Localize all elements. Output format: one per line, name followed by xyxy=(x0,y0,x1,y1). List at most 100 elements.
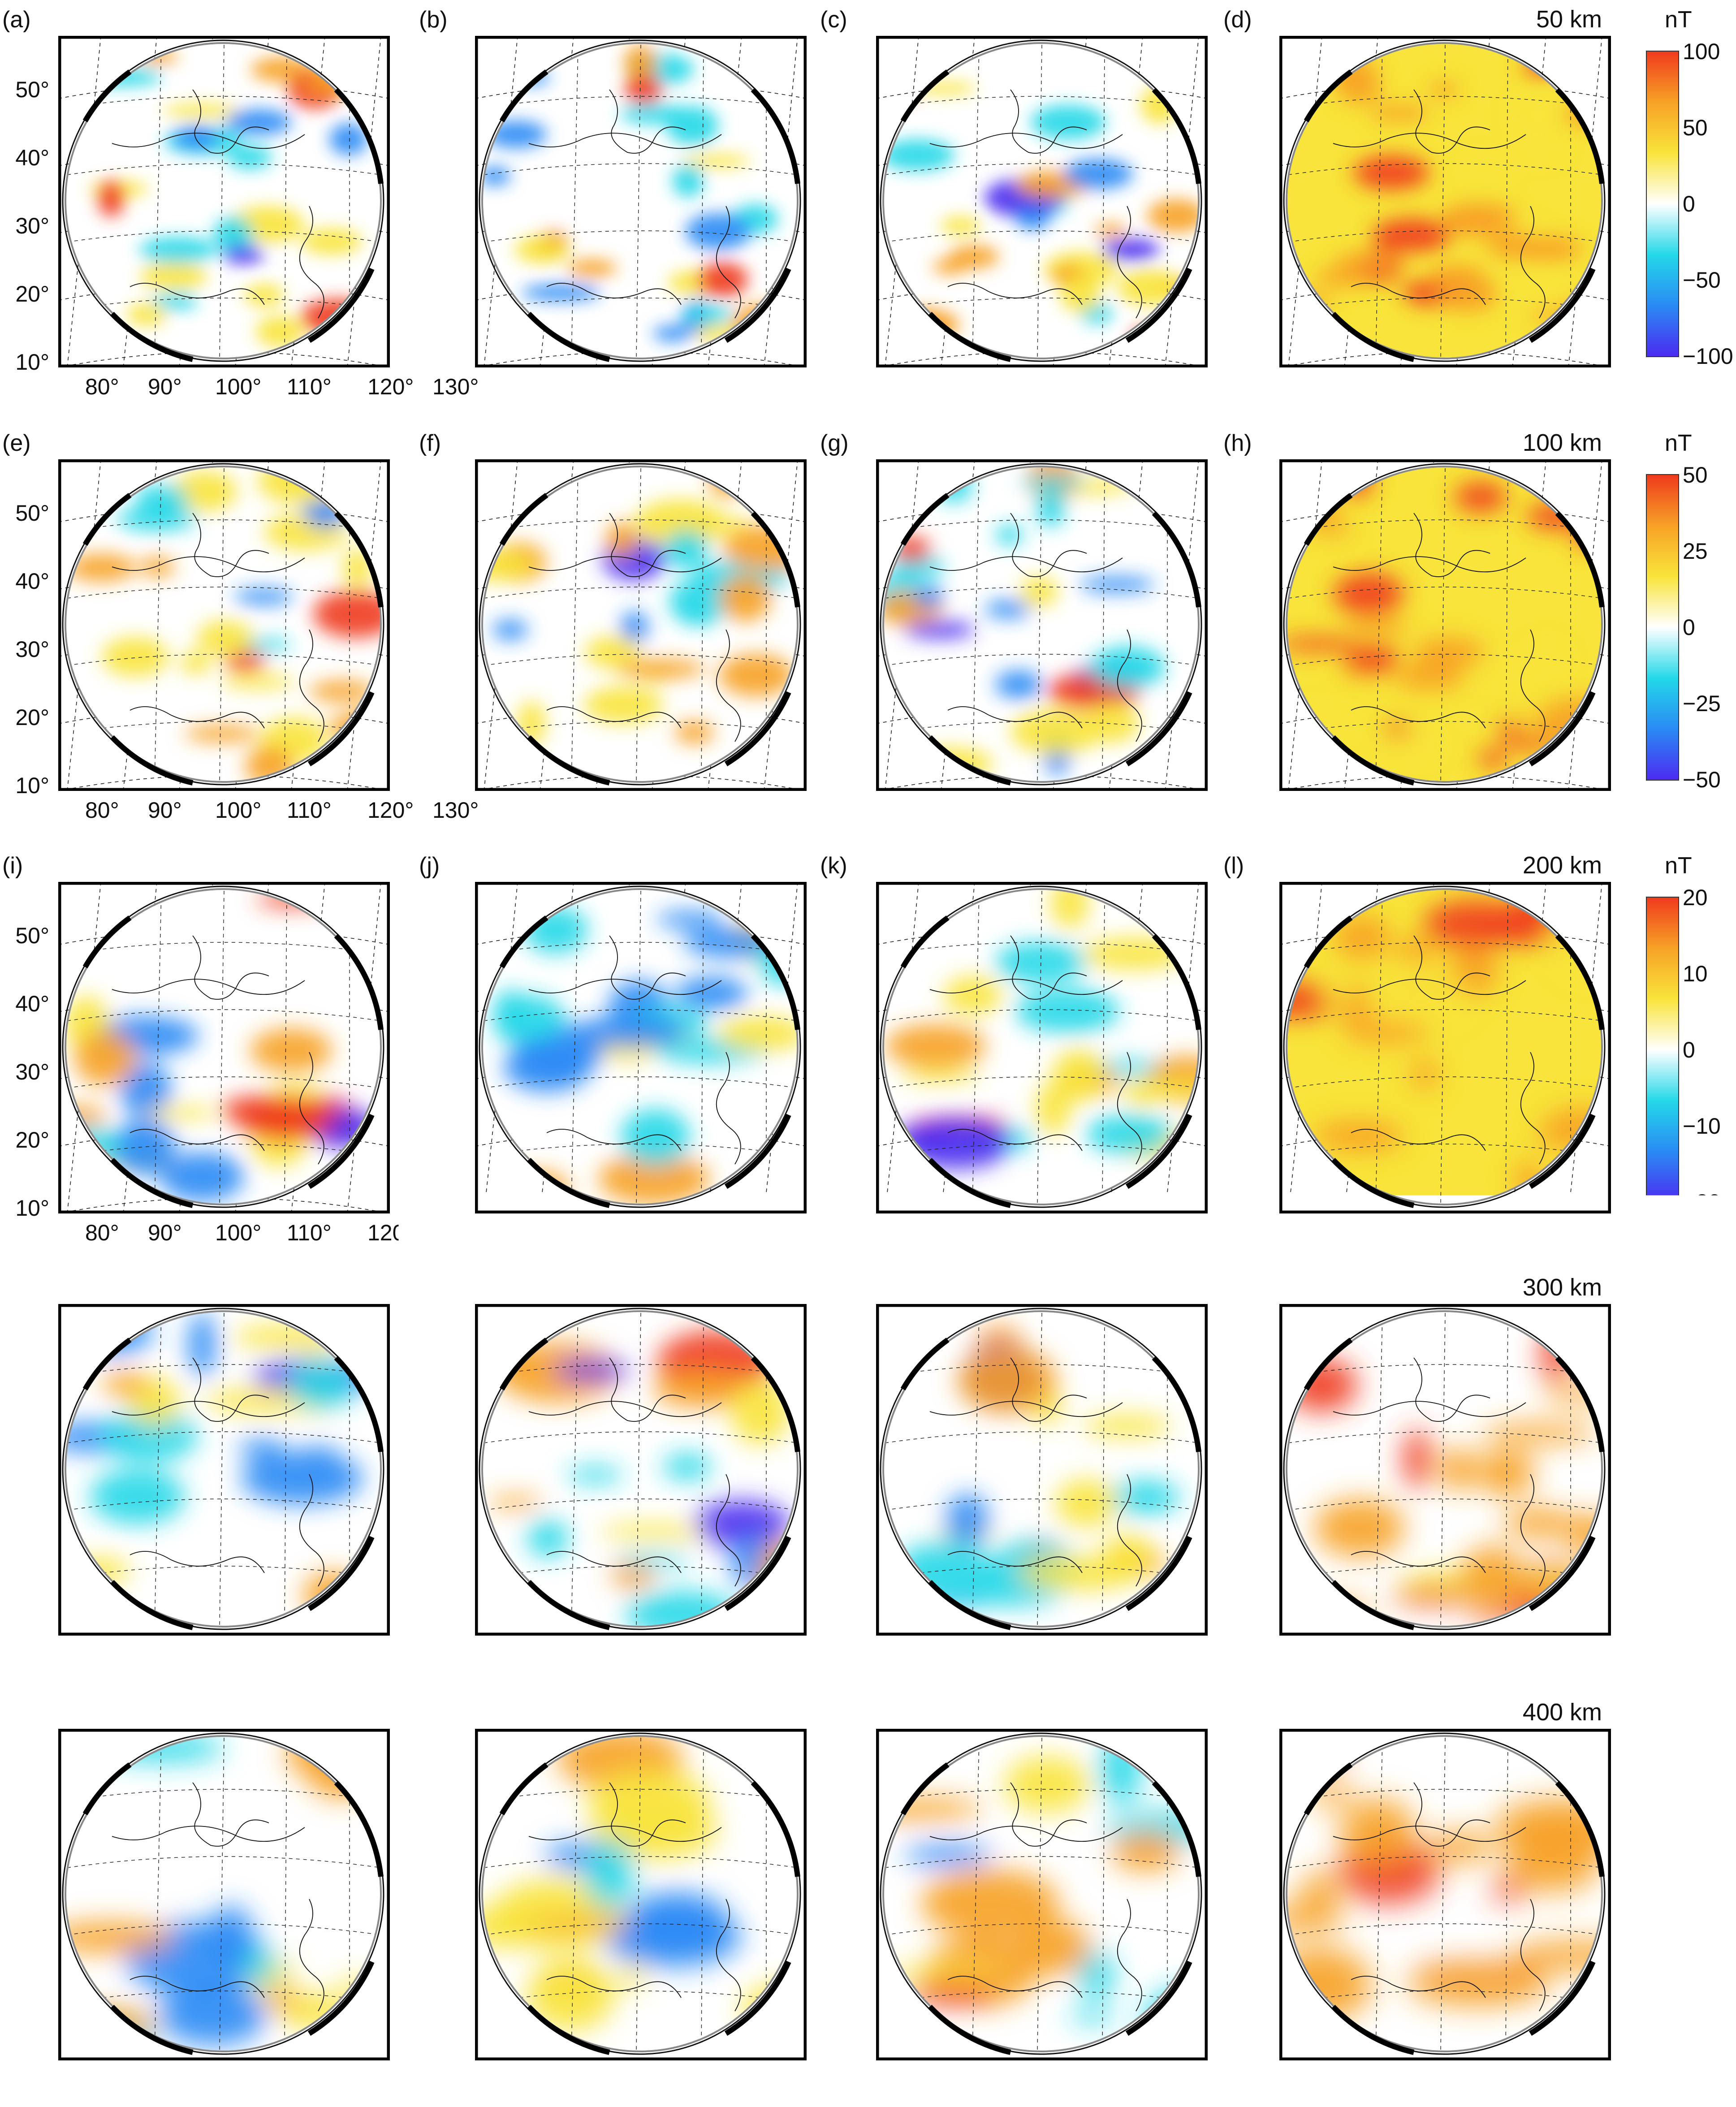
lon-tick-label: 120° xyxy=(367,799,414,821)
panel-label: (b) xyxy=(419,8,448,31)
colorbar-tick-label: 10 xyxy=(1683,963,1736,985)
map-panel xyxy=(58,882,390,1213)
map-panel xyxy=(58,459,390,791)
panel-label: (g) xyxy=(820,432,849,455)
lat-tick-label: 10° xyxy=(0,2044,49,2066)
map-panel xyxy=(475,36,807,367)
lat-tick-label: 20° xyxy=(0,1129,49,1151)
map-panel xyxy=(1279,1729,1611,2060)
lon-tick-label: 100° xyxy=(215,376,261,398)
panel-label: (q) xyxy=(2,1701,31,1724)
lon-tick-label: 100° xyxy=(215,2068,261,2091)
lon-tick-label: 120° xyxy=(367,376,414,398)
lon-tick-label: 80° xyxy=(85,376,119,398)
depth-label: 100 km xyxy=(1468,431,1602,455)
lon-tick-label: 100° xyxy=(215,799,261,821)
panel-label: (a) xyxy=(2,8,31,31)
lat-tick-label: 10° xyxy=(0,1197,49,1219)
lon-tick-label: 110° xyxy=(287,1222,332,1244)
lat-tick-label: 50° xyxy=(0,502,49,524)
lon-tick-label: 90° xyxy=(148,1644,182,1666)
lat-tick-label: 20° xyxy=(0,283,49,305)
map-panel xyxy=(58,1304,390,1636)
lon-tick-label: 90° xyxy=(148,376,182,398)
lon-tick-label: 120° xyxy=(367,2068,414,2091)
panel-label: (j) xyxy=(419,854,440,877)
anomaly-field xyxy=(884,1312,1199,1627)
panel-label: (l) xyxy=(1223,854,1244,877)
panel-label: (o) xyxy=(820,1276,849,1300)
lon-tick-label: 130° xyxy=(432,799,479,821)
lon-tick-label: 120° xyxy=(367,1644,414,1666)
lat-tick-label: 20° xyxy=(0,1976,49,1998)
colorbar-tick-label: 0 xyxy=(1683,616,1736,639)
lat-tick-label: 40° xyxy=(0,993,49,1015)
map-panel xyxy=(1279,882,1611,1213)
colorbar-tick-label: 5 xyxy=(1683,1385,1736,1407)
map-panel xyxy=(876,1304,1208,1636)
map-panel xyxy=(876,459,1208,791)
lon-tick-label: 80° xyxy=(85,2068,119,2091)
colorbar-tick-label: 20 xyxy=(1683,886,1736,909)
lat-tick-label: 10° xyxy=(0,351,49,373)
map-panel xyxy=(876,36,1208,367)
map-panel xyxy=(1279,36,1611,367)
map-panel xyxy=(475,882,807,1213)
map-panel xyxy=(475,459,807,791)
colorbar-unit: nT xyxy=(1665,1701,1692,1724)
map-panel xyxy=(876,882,1208,1213)
colorbar-tick-label: 50 xyxy=(1683,117,1736,139)
colorbar-unit: nT xyxy=(1665,854,1692,877)
lon-tick-label: 130° xyxy=(432,1222,479,1244)
colorbar-tick-label: −10 xyxy=(1683,1613,1736,1636)
panel-label: (s) xyxy=(820,1701,847,1724)
colorbar xyxy=(1645,1317,1680,1627)
lat-tick-label: 20° xyxy=(0,1551,49,1573)
lat-tick-label: 50° xyxy=(0,1347,49,1369)
map-panel xyxy=(58,36,390,367)
colorbar-tick-label: 0 xyxy=(1683,1461,1736,1483)
lon-tick-label: 80° xyxy=(85,799,119,821)
map-panel xyxy=(1279,459,1611,791)
colorbar-tick-label: −50 xyxy=(1683,269,1736,291)
lat-tick-label: 30° xyxy=(0,215,49,237)
lon-tick-label: 120° xyxy=(367,1222,414,1244)
lat-tick-label: 40° xyxy=(0,570,49,592)
panel-label: (f) xyxy=(419,432,441,455)
lon-tick-label: 110° xyxy=(287,376,332,398)
panel-label: (h) xyxy=(1223,432,1252,455)
depth-label: 50 km xyxy=(1468,7,1602,31)
lon-tick-label: 110° xyxy=(287,1644,332,1666)
colorbar-tick-label: 5 xyxy=(1683,1809,1736,1832)
colorbar-unit: nT xyxy=(1665,8,1692,31)
map-panel xyxy=(58,1729,390,2060)
colorbar-tick-label: −50 xyxy=(1683,769,1736,791)
lon-tick-label: 100° xyxy=(215,1644,261,1666)
colorbar-tick-label: −10 xyxy=(1683,2038,1736,2060)
panel-label: (m) xyxy=(2,1276,37,1300)
colorbar-tick-label: 10 xyxy=(1683,1733,1736,1756)
lat-tick-label: 30° xyxy=(0,1483,49,1505)
colorbar-tick-label: −5 xyxy=(1683,1962,1736,1984)
lat-tick-label: 50° xyxy=(0,1771,49,1794)
lon-tick-label: 90° xyxy=(148,799,182,821)
lat-tick-label: 40° xyxy=(0,1839,49,1862)
depth-label: 300 km xyxy=(1468,1275,1602,1300)
lat-tick-label: 10° xyxy=(0,1619,49,1641)
lon-tick-label: 80° xyxy=(85,1644,119,1666)
panel-label: (d) xyxy=(1223,8,1252,31)
panel-label: (r) xyxy=(419,1701,442,1724)
panel-label: (n) xyxy=(419,1276,448,1300)
panel-label: (e) xyxy=(2,432,31,455)
lon-tick-label: 110° xyxy=(287,799,332,821)
panel-label: (t) xyxy=(1223,1701,1245,1724)
colorbar-tick-label: 50 xyxy=(1683,464,1736,486)
map-panel xyxy=(1279,1304,1611,1636)
colorbar-tick-label: 100 xyxy=(1683,40,1736,63)
colorbar xyxy=(1645,473,1680,782)
colorbar xyxy=(1645,1742,1680,2051)
colorbar-tick-label: −5 xyxy=(1683,1537,1736,1559)
lon-tick-label: 80° xyxy=(85,1222,119,1244)
colorbar xyxy=(1645,895,1680,1205)
